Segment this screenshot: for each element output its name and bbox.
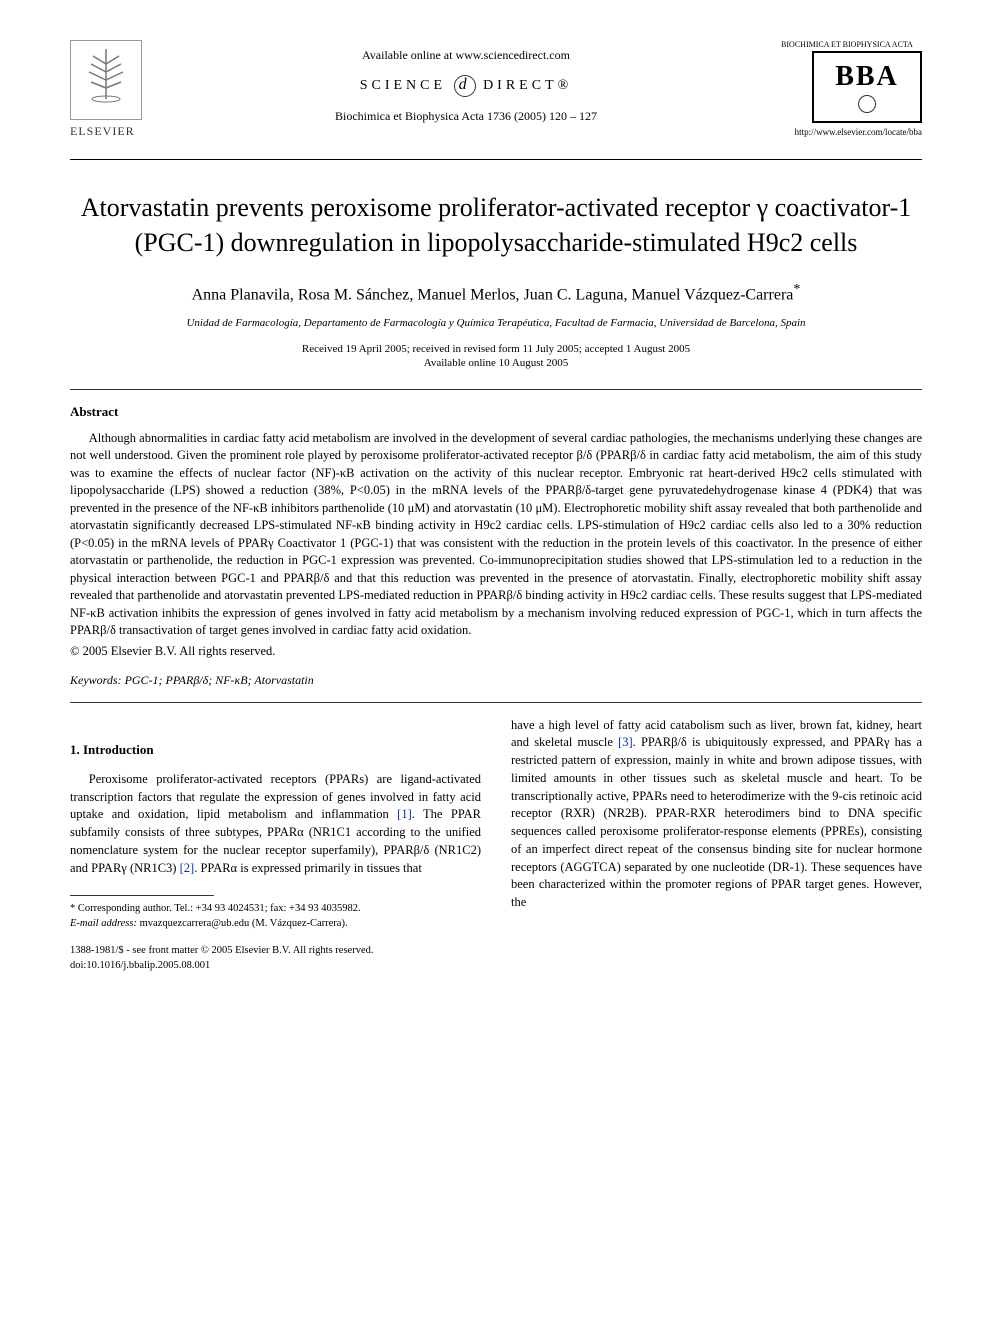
available-online-text: Available online at www.sciencedirect.co… (160, 48, 772, 63)
affiliation: Unidad de Farmacología, Departamento de … (70, 317, 922, 329)
intro-text-2b: . PPARβ/δ is ubiquitously expressed, and… (511, 735, 922, 909)
introduction-paragraph-1: Peroxisome proliferator-activated recept… (70, 771, 481, 878)
keywords-values: PGC-1; PPARβ/δ; NF-κB; Atorvastatin (125, 673, 314, 687)
abstract-heading: Abstract (70, 404, 922, 420)
dates-received: Received 19 April 2005; received in revi… (70, 343, 922, 355)
reference-link-3[interactable]: [3] (618, 735, 633, 749)
article-title: Atorvastatin prevents peroxisome prolife… (70, 190, 922, 260)
page-header: ELSEVIER Available online at www.science… (70, 40, 922, 139)
elsevier-tree-box (70, 40, 142, 120)
science-label-right: DIRECT® (483, 78, 572, 93)
email-line: E-mail address: mvazquezcarrera@ub.edu (… (70, 917, 481, 932)
science-direct-logo: SCIENCE d DIRECT® (160, 75, 772, 97)
reference-link-1[interactable]: [1] (397, 807, 412, 821)
reference-link-2[interactable]: [2] (180, 861, 195, 875)
keywords-line: Keywords: PGC-1; PPARβ/δ; NF-κB; Atorvas… (70, 673, 922, 688)
front-matter-line: 1388-1981/$ - see front matter © 2005 El… (70, 944, 481, 959)
body-columns: 1. Introduction Peroxisome proliferator-… (70, 717, 922, 974)
bottom-info: 1388-1981/$ - see front matter © 2005 El… (70, 944, 481, 974)
publisher-logo-left: ELSEVIER (70, 40, 160, 139)
corresponding-author: * Corresponding author. Tel.: +34 93 402… (70, 902, 481, 917)
email-label: E-mail address: (70, 918, 137, 929)
journal-logo-right: BIOCHIMICA ET BIOPHYSICA ACTA BBA http:/… (772, 40, 922, 137)
science-direct-d-icon: d (454, 75, 476, 97)
column-right: have a high level of fatty acid cataboli… (511, 717, 922, 974)
authors-line: Anna Planavila, Rosa M. Sánchez, Manuel … (70, 282, 922, 304)
corresponding-star-icon: * (793, 282, 800, 297)
intro-text-1c: . PPARα is expressed primarily in tissue… (194, 861, 422, 875)
abstract-body: Although abnormalities in cardiac fatty … (70, 430, 922, 640)
header-divider (70, 159, 922, 160)
bba-top-line: BIOCHIMICA ET BIOPHYSICA ACTA (772, 40, 922, 49)
keywords-label: Keywords: (70, 673, 122, 687)
elsevier-label: ELSEVIER (70, 124, 160, 139)
footnote-block: * Corresponding author. Tel.: +34 93 402… (70, 902, 481, 931)
doi-line: doi:10.1016/j.bbalip.2005.08.001 (70, 959, 481, 974)
header-center: Available online at www.sciencedirect.co… (160, 40, 772, 124)
authors-text: Anna Planavila, Rosa M. Sánchez, Manuel … (192, 287, 794, 304)
bba-box: BBA (812, 51, 922, 123)
bba-url: http://www.elsevier.com/locate/bba (772, 127, 922, 137)
column-left: 1. Introduction Peroxisome proliferator-… (70, 717, 481, 974)
footnote-divider (70, 895, 214, 896)
abstract-bottom-divider (70, 702, 922, 703)
email-address: mvazquezcarrera@ub.edu (M. Vázquez-Carre… (140, 918, 348, 929)
bba-text: BBA (835, 61, 899, 93)
tree-icon (81, 44, 131, 116)
introduction-heading: 1. Introduction (70, 741, 481, 759)
abstract-copyright: © 2005 Elsevier B.V. All rights reserved… (70, 644, 922, 659)
science-label-left: SCIENCE (360, 78, 446, 93)
abstract-top-divider (70, 389, 922, 390)
journal-citation: Biochimica et Biophysica Acta 1736 (2005… (160, 109, 772, 124)
dates-available: Available online 10 August 2005 (70, 357, 922, 369)
bba-seal-icon (858, 95, 876, 113)
introduction-paragraph-1-cont: have a high level of fatty acid cataboli… (511, 717, 922, 912)
